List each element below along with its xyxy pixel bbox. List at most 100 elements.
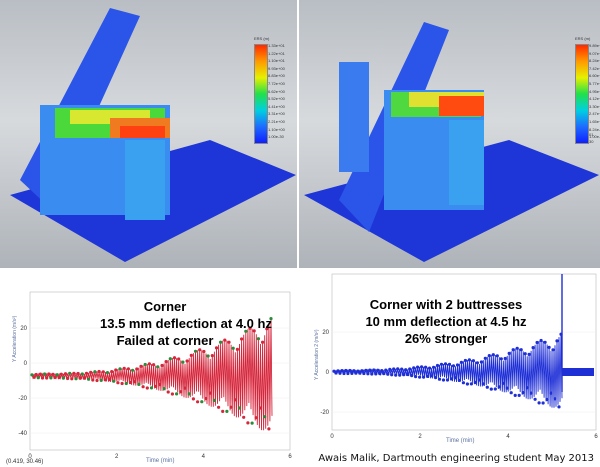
data-point: [372, 368, 376, 372]
data-point: [57, 375, 61, 380]
data-point: [445, 378, 450, 382]
data-point: [147, 362, 151, 366]
data-point: [374, 372, 378, 376]
data-point: [43, 372, 47, 376]
data-point: [223, 338, 227, 342]
x-tick-label: 6: [594, 434, 598, 440]
legend-tick-label: 1.33e+01: [268, 43, 285, 48]
legend-tick-label: 7.72e+00: [268, 81, 285, 86]
data-point: [451, 364, 456, 368]
data-point: [45, 376, 49, 380]
data-point: [346, 371, 350, 376]
data-point: [210, 354, 214, 358]
data-point: [449, 377, 454, 381]
data-point: [465, 382, 469, 386]
data-point: [499, 357, 503, 361]
legend-unit: ERS (m): [575, 36, 591, 41]
overlay-line-2: 13.5 mm deflection at 4.0 hz: [100, 316, 272, 331]
data-point: [235, 347, 239, 351]
data-point: [485, 385, 489, 389]
data-point: [529, 391, 533, 395]
y-tick-label: 20: [322, 330, 329, 336]
data-point: [422, 375, 426, 379]
data-point: [434, 376, 438, 380]
data-point: [426, 374, 430, 378]
data-point: [364, 368, 368, 372]
data-point: [457, 378, 461, 382]
x-tick-label: 2: [418, 434, 422, 440]
legend-unit: ERS (m): [254, 36, 270, 41]
legend-tick-label: 3.30e+00: [589, 103, 600, 109]
legend-tick-label: 1.65e+00: [589, 119, 600, 124]
data-point: [93, 370, 97, 374]
data-point: [84, 371, 89, 375]
data-point: [392, 367, 396, 371]
y-tick-label: -20: [18, 396, 27, 402]
acceleration-plot-corner: 20 0 -20 -40 0 2 4 6 Y Acceleration (m/s²) Time…: [0, 270, 296, 467]
data-point: [237, 406, 242, 410]
data-point: [344, 368, 348, 373]
data-point: [105, 371, 110, 375]
data-point: [145, 386, 149, 390]
data-point: [242, 415, 246, 419]
y-tick-label: -40: [18, 431, 27, 437]
data-point: [493, 387, 497, 391]
legend-tick-label: 8.24e+00: [589, 58, 600, 64]
data-point: [72, 371, 76, 375]
data-point: [400, 367, 404, 371]
legend-tick-label: 3.31e+00: [268, 111, 285, 117]
data-point: [382, 372, 386, 376]
data-point: [227, 340, 231, 344]
legend-tick-label: 2.47e+00: [589, 111, 600, 117]
data-point: [497, 385, 501, 389]
legend-tick-label: 7.42e+00: [589, 65, 600, 71]
data-point: [254, 416, 258, 420]
data-point: [101, 370, 105, 374]
data-point: [404, 368, 408, 372]
legend-tick-label: 9.89e+00: [589, 43, 600, 48]
data-point: [386, 372, 390, 376]
data-point: [139, 364, 143, 368]
overlay-line-1: Corner: [143, 299, 187, 314]
y-tick-label: 0: [24, 361, 28, 367]
data-point: [202, 349, 206, 354]
data-point: [30, 373, 34, 377]
legend-tick-label: 1.10e+01: [268, 58, 285, 64]
data-point: [80, 372, 84, 376]
data-point: [261, 340, 265, 344]
data-point: [424, 365, 428, 369]
data-point: [390, 373, 394, 377]
data-point: [519, 348, 523, 352]
plot-canvas: 20 0 -20 0 2 4 6: [320, 273, 598, 440]
data-point: [368, 368, 372, 372]
x-axis-label: Time (min): [446, 438, 475, 444]
data-point: [523, 352, 527, 356]
data-point: [479, 360, 483, 364]
data-point: [410, 374, 414, 378]
data-point: [437, 377, 442, 381]
data-point: [471, 359, 475, 363]
data-point: [61, 376, 65, 380]
settled-band: [562, 368, 594, 376]
x-tick-label: 4: [202, 454, 206, 460]
data-point: [91, 378, 95, 382]
legend-tick-label: 9.93e+00: [268, 65, 285, 71]
data-point: [356, 369, 360, 373]
data-point: [350, 371, 354, 375]
data-point: [453, 376, 458, 380]
data-point: [521, 391, 525, 395]
data-point: [97, 369, 101, 374]
data-point: [406, 372, 410, 377]
data-point: [439, 362, 444, 366]
legend-tick-label: 4.41e+00: [268, 103, 285, 109]
legend-tick-label: 1.22e+01: [268, 50, 285, 56]
legend-tick-label: 5.52e+00: [268, 96, 285, 102]
data-point: [114, 368, 118, 372]
data-point: [430, 374, 434, 378]
data-point: [212, 398, 216, 402]
data-point: [200, 400, 204, 404]
stress-legend-bar: [254, 44, 268, 144]
data-point: [250, 421, 254, 425]
data-point: [49, 376, 53, 380]
legend-tick-label: 6.62e+00: [268, 88, 285, 94]
